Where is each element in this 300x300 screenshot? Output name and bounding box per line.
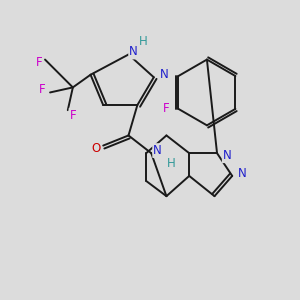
Text: N: N (153, 144, 162, 157)
Text: F: F (163, 102, 169, 116)
Text: O: O (91, 142, 100, 154)
Text: N: N (129, 46, 138, 59)
Text: F: F (70, 109, 76, 122)
Text: N: N (223, 149, 232, 162)
Text: N: N (160, 68, 168, 81)
Text: F: F (39, 83, 46, 96)
Text: F: F (35, 56, 42, 69)
Text: H: H (167, 157, 176, 170)
Text: H: H (139, 35, 148, 48)
Text: N: N (238, 167, 247, 180)
